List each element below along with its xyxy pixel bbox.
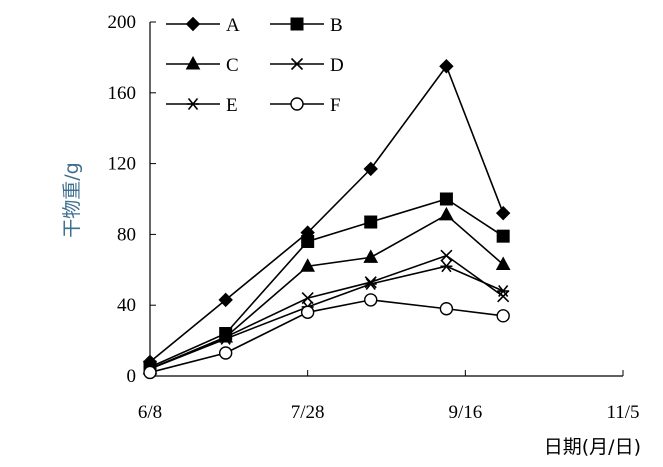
series-layer	[142, 59, 511, 380]
data-point-c	[439, 206, 454, 221]
legend-marker-b	[290, 17, 304, 31]
data-point-f	[143, 365, 157, 380]
x-tick-label: 11/5	[606, 402, 639, 423]
legend-label: F	[330, 95, 341, 116]
y-tick-label: 80	[117, 224, 136, 245]
data-point-d	[497, 290, 510, 303]
series-e	[144, 260, 510, 375]
data-point-f	[439, 302, 454, 316]
legend-marker-c	[185, 55, 201, 70]
data-point-c	[495, 256, 511, 270]
data-point-b	[301, 234, 315, 248]
legend: A B C D E F	[166, 15, 344, 116]
legend-label: E	[226, 95, 238, 116]
x-axis-title: 日期(月/日)	[544, 436, 641, 458]
x-tick-label: 6/8	[138, 402, 162, 423]
y-axis-title: 干物重/g	[61, 162, 83, 237]
data-point-e	[219, 332, 232, 345]
y-tick-label: 40	[117, 295, 136, 316]
series-line-b	[149, 198, 504, 368]
data-point-b	[439, 192, 453, 206]
data-point-e	[497, 285, 510, 298]
legend-marker-d	[290, 57, 304, 71]
legend-label: A	[226, 15, 240, 36]
data-point-b	[496, 229, 510, 243]
series-line-a	[149, 64, 504, 363]
y-tick-label: 120	[108, 154, 137, 175]
legend-label: C	[226, 55, 239, 76]
legend-label: D	[330, 55, 344, 76]
data-point-e	[440, 260, 453, 273]
x-ticks: 6/8 7/28 9/16 11/5	[138, 370, 640, 423]
series-line-e	[149, 265, 504, 370]
series-b	[143, 192, 510, 374]
data-point-a	[495, 205, 511, 221]
series-line-d	[149, 254, 504, 370]
legend-item-c: C	[166, 55, 239, 76]
y-tick-label: 160	[108, 83, 137, 104]
data-point-a	[439, 59, 454, 74]
data-point-f	[218, 346, 233, 360]
legend-label: B	[330, 15, 343, 36]
legend-marker-f	[290, 97, 304, 111]
data-point-c	[363, 249, 379, 263]
data-point-e	[364, 277, 377, 290]
y-ticks: 0 40 80 120 160 200	[108, 12, 156, 387]
series-f	[143, 293, 510, 380]
x-tick-label: 7/28	[291, 402, 325, 423]
legend-item-b: B	[270, 15, 343, 36]
data-point-f	[364, 293, 378, 307]
series-line-f	[149, 299, 504, 374]
data-point-c	[300, 258, 316, 272]
legend-marker-a	[185, 16, 201, 32]
legend-item-f: F	[270, 95, 341, 116]
series-a	[142, 59, 511, 370]
data-point-b	[364, 215, 378, 229]
legend-marker-e	[187, 97, 199, 111]
y-tick-label: 200	[108, 12, 137, 33]
legend-item-e: E	[166, 95, 238, 116]
data-point-d	[440, 249, 453, 262]
data-point-f	[300, 305, 315, 319]
legend-item-a: A	[166, 15, 240, 36]
x-tick-label: 9/16	[448, 402, 482, 423]
legend-item-d: D	[270, 55, 344, 76]
y-tick-label: 0	[127, 366, 137, 387]
data-point-a	[363, 161, 378, 177]
data-point-a	[218, 292, 233, 308]
data-point-f	[496, 309, 510, 323]
